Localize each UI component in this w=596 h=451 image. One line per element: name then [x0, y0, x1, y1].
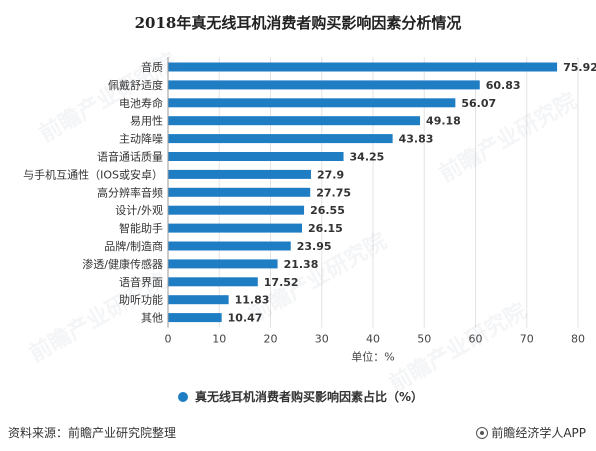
category-label: 易用性: [130, 114, 163, 128]
value-label: 27.9: [317, 168, 344, 181]
category-label: 助听功能: [119, 293, 163, 307]
x-tick-label: 70: [520, 333, 534, 346]
category-label: 语音界面: [119, 275, 163, 289]
x-tick-label: 60: [469, 333, 483, 346]
value-label: 26.15: [308, 222, 343, 235]
legend-label: 真无线耳机消费者购买影响因素占比（%）: [195, 389, 423, 404]
brand-icon: [476, 426, 489, 439]
bar: [168, 116, 421, 126]
x-tick-label: 50: [417, 333, 431, 346]
value-label: 26.55: [310, 204, 345, 217]
bar: [168, 62, 558, 72]
value-label: 56.07: [461, 97, 496, 110]
bar: [168, 187, 311, 197]
category-label: 与手机互通性（IOS或安卓）: [23, 167, 163, 181]
bar: [168, 223, 303, 233]
value-label: 11.83: [235, 294, 270, 307]
category-label: 佩戴舒适度: [108, 78, 163, 92]
category-label: 智能助手: [119, 221, 163, 235]
category-label: 其他: [141, 312, 163, 325]
category-label: 主动降噪: [119, 132, 163, 146]
x-tick-label: 80: [571, 333, 585, 346]
bar: [168, 241, 291, 251]
x-tick-labels: 0 10 20 30 40 50 60 70 80: [165, 333, 586, 346]
value-label: 21.38: [284, 258, 319, 271]
bars: [168, 62, 558, 323]
bar: [168, 169, 311, 179]
bar: [168, 205, 305, 215]
value-label: 23.95: [297, 240, 332, 253]
x-axis-label: 单位：%: [351, 350, 394, 364]
bar: [168, 313, 222, 323]
chart-title: 2018年真无线耳机消费者购买影响因素分析情况: [134, 14, 462, 32]
x-tick-label: 40: [366, 333, 380, 346]
value-label: 34.25: [350, 151, 385, 164]
value-label: 17.52: [264, 276, 299, 289]
category-label: 语音通话质量: [97, 150, 163, 164]
value-label: 75.92: [563, 61, 596, 74]
category-label: 电池寿命: [119, 96, 163, 110]
value-label: 43.83: [399, 133, 434, 146]
x-tick-label: 0: [165, 333, 172, 346]
bar: [168, 98, 456, 108]
bar: [168, 277, 258, 287]
value-label: 60.83: [486, 79, 521, 92]
x-tick-label: 10: [212, 333, 226, 346]
bar: [168, 134, 393, 144]
bar: [168, 80, 480, 90]
legend-marker: [178, 392, 188, 402]
brand-text: 前瞻经济学人APP: [491, 426, 586, 440]
category-label: 设计/外观: [115, 204, 163, 217]
x-tick-label: 20: [264, 333, 278, 346]
category-label: 音质: [141, 60, 163, 74]
value-label: 27.75: [316, 186, 351, 199]
bar: [168, 259, 278, 269]
category-label: 品牌/制造商: [104, 239, 163, 253]
brand-note: 前瞻经济学人APP: [476, 424, 586, 441]
category-label: 高分辨率音频: [97, 185, 163, 199]
bar: [168, 295, 229, 305]
x-tick-label: 30: [315, 333, 329, 346]
value-label: 49.18: [426, 115, 461, 128]
bar: [168, 152, 344, 161]
category-label: 渗透/健康传感器: [82, 257, 163, 271]
legend: 真无线耳机消费者购买影响因素占比（%）: [178, 389, 423, 404]
value-label: 10.47: [228, 312, 263, 325]
source-note: 资料来源：前瞻产业研究院整理: [8, 426, 177, 440]
